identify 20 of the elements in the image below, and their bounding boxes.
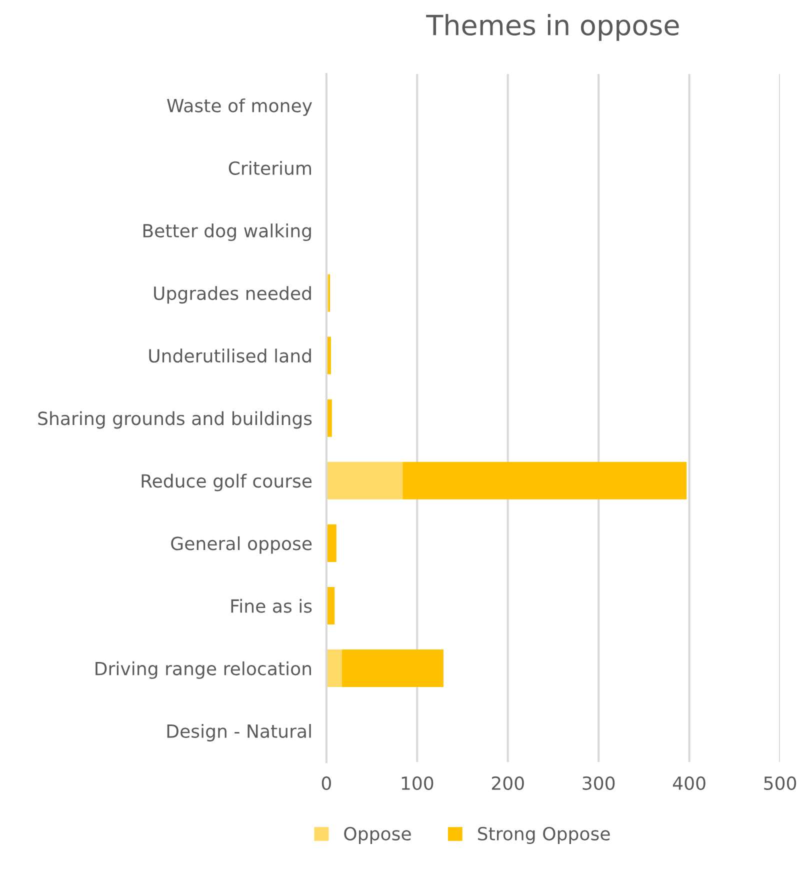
chart-title: Themes in oppose: [426, 14, 679, 41]
y-tick-label: Sharing grounds and buildings: [38, 411, 312, 429]
legend-label: Oppose: [344, 826, 411, 844]
x-tick-label: 300: [582, 776, 615, 790]
y-tick-label: Design - Natural: [167, 724, 311, 742]
y-tick-label: Driving range relocation: [96, 661, 312, 679]
x-tick-label: 200: [492, 776, 524, 790]
x-tick-label: 500: [764, 776, 796, 790]
y-tick-label: Better dog walking: [143, 224, 311, 242]
x-tick-label: 0: [322, 776, 331, 790]
y-tick-label: Criterium: [228, 161, 312, 175]
legend-label: Strong Oppose: [478, 826, 610, 844]
y-tick-label: Waste of money: [167, 98, 312, 116]
y-tick-label: Underutilised land: [149, 348, 311, 363]
y-tick-label: Fine as is: [231, 598, 312, 613]
y-tick-label: Upgrades needed: [154, 286, 311, 304]
y-tick-label: Reduce golf course: [142, 474, 312, 492]
y-tick-label: General oppose: [171, 536, 312, 554]
x-tick-label: 400: [672, 776, 706, 790]
x-tick-label: 100: [402, 776, 434, 790]
